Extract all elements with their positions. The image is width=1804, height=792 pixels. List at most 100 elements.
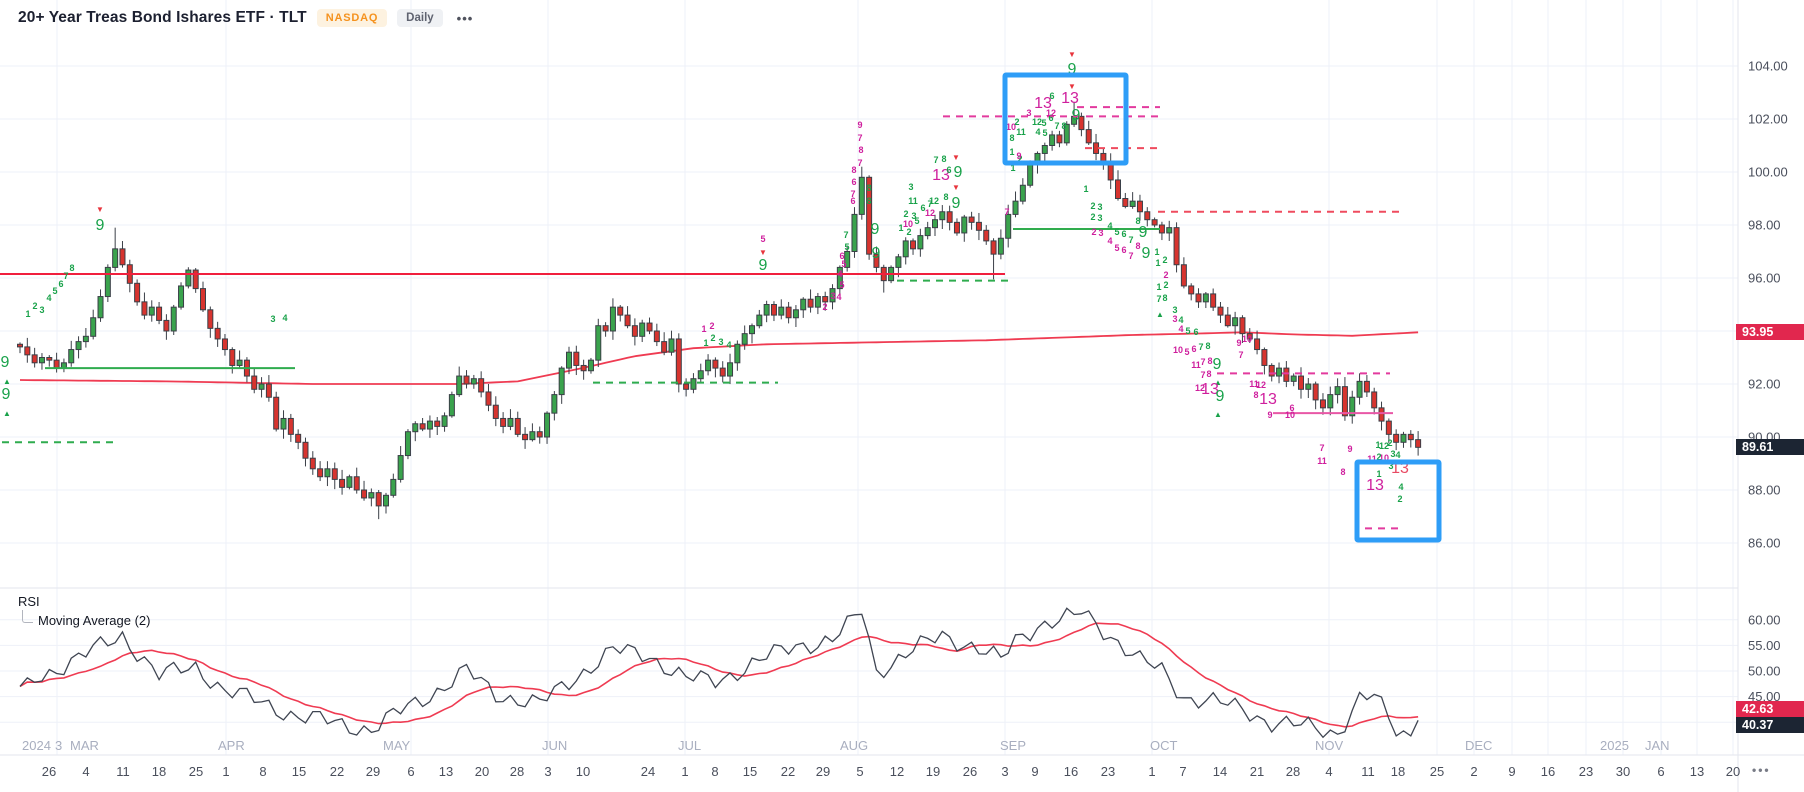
td-count-label: 5: [1184, 347, 1189, 357]
candle-body: [587, 359, 594, 372]
candle-body: [953, 221, 960, 234]
time-axis-menu-icon[interactable]: •••: [1752, 763, 1771, 777]
chart-header: 20+ Year Treas Bond Ishares ETF · TLT NA…: [18, 9, 477, 27]
td-count-label: 5: [1185, 326, 1190, 336]
td-count-label: 2: [32, 301, 37, 311]
candle-body: [1261, 349, 1268, 366]
td-count-label: 9: [1347, 444, 1352, 454]
date-label: 6: [1657, 764, 1664, 779]
candle-body: [456, 375, 463, 396]
candle-body: [1298, 375, 1304, 390]
td-count-label: 6: [850, 196, 855, 206]
candle-body: [185, 269, 192, 287]
candle-body: [1049, 134, 1056, 146]
date-label: 29: [366, 764, 380, 779]
symbol-title[interactable]: 20+ Year Treas Bond Ishares ETF · TLT: [18, 9, 307, 26]
td-count-label: 2: [1162, 255, 1167, 265]
date-label: 3: [1001, 764, 1008, 779]
candle-body: [1093, 142, 1100, 154]
td-count-label: 11: [1367, 454, 1377, 464]
rsi-tick-label: 60.00: [1748, 612, 1781, 627]
candle-body: [485, 391, 492, 406]
date-label: 23: [1101, 764, 1115, 779]
td-count-label: 1: [25, 309, 30, 319]
gridlines: [0, 0, 1738, 755]
highlight-rectangle[interactable]: [1002, 72, 1129, 166]
price-axis-bg[interactable]: [1738, 0, 1804, 792]
td-count-label: 4: [836, 292, 841, 302]
candle-body: [1239, 317, 1246, 335]
td-count-label: 8: [1253, 390, 1258, 400]
time-axis[interactable]: 2024 3 MAR APR MAY JUN JUL AUG SEP OCT NOV DEC 2025 J…: [22, 738, 1740, 779]
candle-body: [917, 235, 924, 250]
td-count-label: 12: [929, 196, 939, 206]
date-label: 26: [963, 764, 977, 779]
candle-body: [200, 288, 206, 311]
candle-body: [961, 216, 968, 234]
candle-body: [178, 285, 185, 308]
td-count-label: 7: [63, 271, 68, 281]
candle-body: [1115, 179, 1121, 199]
td-count-label: 8: [866, 183, 871, 193]
candle-body: [1056, 134, 1063, 144]
rsi-pane[interactable]: [19, 607, 1419, 739]
candle-body: [24, 346, 31, 356]
td-count-label: 12: [1032, 117, 1042, 127]
candle-body: [829, 288, 836, 303]
td-count-label: 9: [1016, 151, 1021, 161]
td-count-label: 8: [943, 192, 948, 202]
date-label: 16: [1541, 764, 1555, 779]
td-count-label: 1: [1376, 469, 1381, 479]
interval-badge[interactable]: Daily: [397, 9, 443, 27]
candle-body: [112, 248, 119, 268]
td-count-label: 2: [1376, 452, 1381, 462]
buy-triangle-icon: ▲: [1214, 410, 1222, 419]
candle-body: [1041, 145, 1048, 154]
month-label: 3: [55, 738, 62, 753]
candle-body: [317, 468, 324, 478]
candle-body: [573, 351, 580, 366]
candle-body: [141, 301, 148, 316]
date-label: 20: [475, 764, 489, 779]
td-count-label: 3: [1172, 305, 1177, 315]
candle-body: [258, 383, 265, 390]
time-axis-bg[interactable]: [0, 756, 1804, 792]
level-lines[interactable]: [0, 106, 1403, 530]
td-count-label: 9: [871, 221, 880, 238]
td-count-label: 4: [282, 313, 287, 323]
rsi-tick-label: 50.00: [1748, 664, 1781, 679]
date-label: 8: [259, 764, 266, 779]
td-count-label: 5: [839, 280, 844, 290]
candle-body: [1151, 219, 1158, 226]
td-count-label: 1: [1009, 147, 1014, 157]
td-count-label: 4: [1398, 482, 1403, 492]
more-options-icon[interactable]: •••: [456, 10, 474, 26]
date-label: 28: [1286, 764, 1300, 779]
date-label: 22: [781, 764, 795, 779]
td-count-label: 12: [1195, 383, 1205, 393]
td-count-label: 10: [1285, 410, 1295, 420]
td-count-label: 7: [927, 199, 932, 209]
td-count-label: 1: [703, 338, 708, 348]
date-label: 1: [681, 764, 688, 779]
rsi-value-badge: 40.37: [1736, 716, 1804, 733]
candle-body: [470, 378, 477, 385]
td-count-label: 8: [858, 145, 863, 155]
candle-body: [814, 296, 821, 308]
candlestick-series[interactable]: [17, 101, 1422, 520]
month-label: NOV: [1315, 738, 1344, 753]
candle-body: [97, 296, 104, 319]
td-count-label: 4: [1107, 236, 1112, 246]
rsi-ma-label[interactable]: Moving Average (2): [38, 613, 151, 628]
rsi-indicator-label[interactable]: RSI: [18, 594, 40, 609]
candle-body: [653, 330, 660, 343]
candle-body: [441, 415, 448, 427]
td-count-label: 9: [1142, 245, 1151, 262]
sell-arrow-icon: ▼: [1068, 50, 1076, 59]
highlight-rectangle[interactable]: [1354, 459, 1442, 543]
candle-body: [727, 362, 734, 377]
date-label: 6: [407, 764, 414, 779]
drawing-rectangles[interactable]: [1002, 72, 1442, 543]
